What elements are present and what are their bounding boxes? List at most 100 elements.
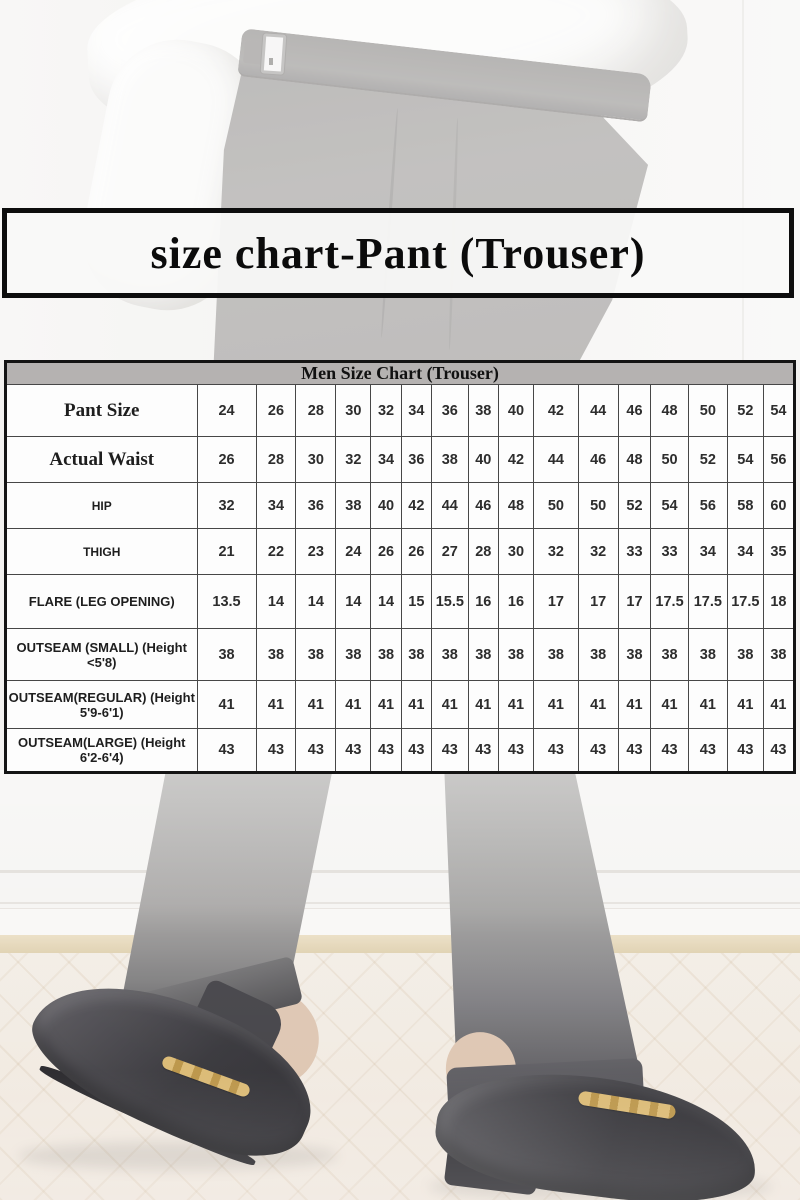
- size-cell: 21: [196, 528, 257, 575]
- size-cell: 41: [467, 680, 499, 729]
- size-cell: 42: [497, 436, 535, 483]
- size-cell: 38: [762, 628, 796, 681]
- size-cell: 38: [533, 628, 579, 681]
- buckle-prong: [269, 58, 273, 65]
- size-cell: 33: [650, 528, 689, 575]
- size-cell: 43: [762, 728, 796, 773]
- size-cell: 43: [400, 728, 432, 773]
- size-cell: 17.5: [650, 574, 689, 629]
- size-cell: 24: [196, 384, 257, 437]
- size-cell: 15: [400, 574, 432, 629]
- size-cell: 41: [577, 680, 619, 729]
- size-cell: 38: [430, 436, 469, 483]
- size-cell: 38: [687, 628, 728, 681]
- table-row: OUTSEAM (SMALL) (Height <5'8) 38 38 38 38 38 3…: [5, 628, 796, 681]
- table-row: OUTSEAM(REGULAR) (Height 5'9-6'1) 41 41 41 4…: [5, 680, 796, 729]
- size-cell: 43: [533, 728, 579, 773]
- size-cell: 30: [335, 384, 372, 437]
- size-cell: 14: [295, 574, 337, 629]
- size-cell: 28: [255, 436, 297, 483]
- size-cell: 32: [335, 436, 372, 483]
- size-cell: 50: [650, 436, 689, 483]
- size-cell: 43: [726, 728, 764, 773]
- size-cell: 26: [400, 528, 432, 575]
- size-cell: 43: [467, 728, 499, 773]
- page-title: size chart-Pant (Trouser): [150, 228, 646, 278]
- size-cell: 46: [617, 384, 652, 437]
- size-cell: 38: [255, 628, 297, 681]
- size-cell: 32: [577, 528, 619, 575]
- size-cell: 43: [687, 728, 728, 773]
- row-label: OUTSEAM (SMALL) (Height <5'8): [5, 628, 198, 681]
- size-cell: 41: [726, 680, 764, 729]
- table-row: OUTSEAM(LARGE) (Height 6'2-6'4) 43 43 43 43 4…: [5, 728, 796, 773]
- size-cell: 48: [617, 436, 652, 483]
- size-cell: 43: [295, 728, 337, 773]
- size-cell: 41: [687, 680, 728, 729]
- size-cell: 38: [577, 628, 619, 681]
- size-cell: 38: [617, 628, 652, 681]
- size-cell: 26: [255, 384, 297, 437]
- size-cell: 13.5: [196, 574, 257, 629]
- size-cell: 28: [467, 528, 499, 575]
- size-cell: 34: [726, 528, 764, 575]
- row-label: Pant Size: [5, 384, 198, 437]
- size-cell: 41: [617, 680, 652, 729]
- size-cell: 15.5: [430, 574, 469, 629]
- photo-top: [0, 0, 800, 360]
- size-cell: 28: [295, 384, 337, 437]
- size-cell: 50: [533, 482, 579, 529]
- size-cell: 32: [370, 384, 402, 437]
- size-table: Men Size Chart (Trouser) Pant Size 24 26 28…: [4, 360, 796, 774]
- size-cell: 17: [577, 574, 619, 629]
- size-cell: 34: [400, 384, 432, 437]
- size-cell: 32: [533, 528, 579, 575]
- wall-molding-line: [0, 870, 800, 873]
- size-cell: 16: [497, 574, 535, 629]
- size-cell: 40: [370, 482, 402, 529]
- row-label: THIGH: [5, 528, 198, 575]
- size-cell: 56: [762, 436, 796, 483]
- size-cell: 54: [762, 384, 796, 437]
- size-cell: 46: [467, 482, 499, 529]
- size-cell: 43: [650, 728, 689, 773]
- size-cell: 43: [430, 728, 469, 773]
- size-cell: 41: [533, 680, 579, 729]
- size-cell: 34: [370, 436, 402, 483]
- size-cell: 58: [726, 482, 764, 529]
- size-cell: 24: [335, 528, 372, 575]
- size-cell: 14: [370, 574, 402, 629]
- wall-molding-line: [0, 902, 800, 904]
- row-label: HIP: [5, 482, 198, 529]
- size-cell: 41: [650, 680, 689, 729]
- size-cell: 26: [370, 528, 402, 575]
- size-cell: 60: [762, 482, 796, 529]
- size-cell: 41: [430, 680, 469, 729]
- size-cell: 41: [370, 680, 402, 729]
- size-cell: 33: [617, 528, 652, 575]
- size-cell: 32: [196, 482, 257, 529]
- photo-fade-overlay: [0, 770, 800, 1200]
- table-row: HIP 32 34 36 38 40 42 44 46 48 50 50 52 54 56 58 60: [5, 482, 796, 529]
- size-cell: 30: [497, 528, 535, 575]
- size-cell: 38: [335, 628, 372, 681]
- size-table-wrap: Men Size Chart (Trouser) Pant Size 24 26 28…: [4, 360, 796, 774]
- size-cell: 14: [255, 574, 297, 629]
- row-label: OUTSEAM(REGULAR) (Height 5'9-6'1): [5, 680, 198, 729]
- size-cell: 46: [577, 436, 619, 483]
- size-cell: 38: [497, 628, 535, 681]
- size-cell: 41: [255, 680, 297, 729]
- size-cell: 41: [196, 680, 257, 729]
- size-cell: 27: [430, 528, 469, 575]
- size-cell: 34: [687, 528, 728, 575]
- size-cell: 43: [497, 728, 535, 773]
- size-cell: 38: [430, 628, 469, 681]
- size-cell: 43: [577, 728, 619, 773]
- size-cell: 48: [650, 384, 689, 437]
- size-cell: 54: [726, 436, 764, 483]
- baseboard: [0, 908, 800, 937]
- size-cell: 52: [617, 482, 652, 529]
- size-cell: 50: [577, 482, 619, 529]
- size-cell: 17: [533, 574, 579, 629]
- size-cell: 23: [295, 528, 337, 575]
